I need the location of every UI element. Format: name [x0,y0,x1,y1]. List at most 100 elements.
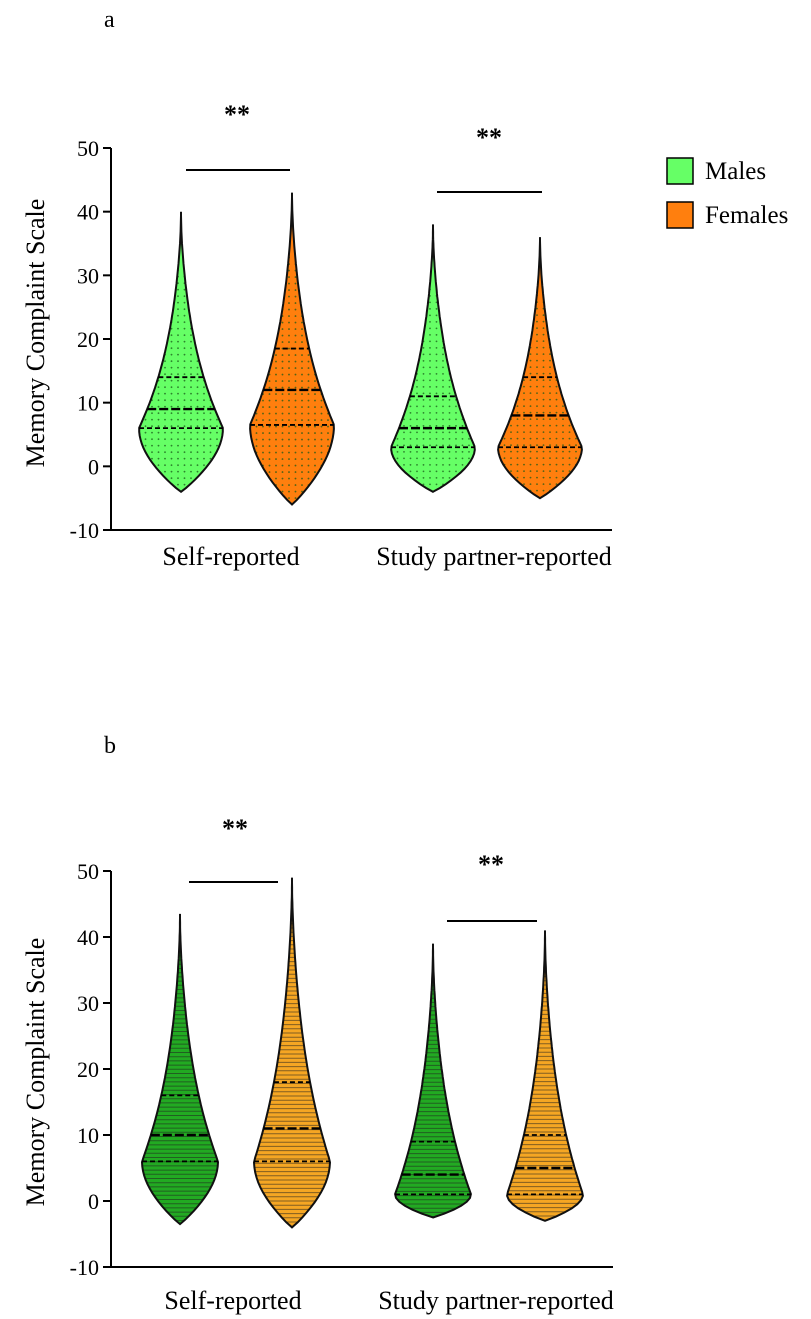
violin-dot [262,406,264,408]
violin-dot [442,347,444,349]
violin-dot [139,340,140,343]
violin-dot [516,366,519,369]
violin-dot [190,405,192,408]
violin-dot [288,477,290,480]
violin-dot [403,288,405,291]
violin-dot [468,308,470,310]
x-category-label: Self-reported [164,1286,301,1315]
violin-dot [510,255,512,258]
violin-dot [555,457,558,460]
violin-dot [307,276,310,278]
violin-dot [203,405,205,408]
violin-dot [250,341,251,343]
violin-dot [250,484,251,486]
violin-dot [262,380,264,382]
violin-dot [403,334,405,336]
violin-dot [157,236,160,239]
violin-dot [442,438,444,440]
violin-dot [301,399,303,402]
legend-swatch-males [666,157,694,185]
violin-dot [396,379,399,382]
violin-dot [164,321,166,324]
violin-dot [327,295,329,298]
violin-dot [529,496,532,499]
violin-dot [301,256,303,259]
violin-dot [549,314,551,317]
violin-dot [396,334,399,336]
violin-dot [562,489,564,492]
violin-dot [250,315,251,317]
violin-dot [542,437,545,440]
violin-dot [301,334,303,337]
violin-dot [536,237,538,239]
violin-females-1 [506,930,584,1222]
violin-dot [568,242,571,245]
violin-dot [262,289,264,291]
violin-dot [250,347,251,350]
violin-dot [139,301,140,304]
violin-dot [294,432,297,434]
violin-dot [275,198,277,200]
violin-dot [320,321,323,324]
violin-dot [523,392,525,395]
violin-dot [250,243,251,246]
violin-dot [268,237,271,239]
violin-dot [183,243,186,246]
violin-dot [288,334,290,337]
violin-dot [498,385,499,388]
violin-dot [396,399,399,401]
violin-dot [151,386,153,389]
violin-dot [461,353,464,356]
violin-dot [281,380,284,382]
violin-dot [510,346,512,349]
violin-dot [144,483,147,486]
legend-label-males: Males [705,158,766,185]
violin-dot [170,477,173,480]
violin-dot [281,464,284,467]
violin-dot [536,470,538,473]
violin-dot [455,243,457,245]
violin-dot [536,483,538,486]
violin-dot [409,340,412,343]
violin-dot [151,249,153,252]
violin-dot [262,250,264,252]
violin-dot [409,464,412,466]
violin-dot [196,243,199,246]
violin-dot [196,308,199,311]
violin-dot [468,444,470,447]
violin-dot [170,347,173,350]
violin-dot [536,366,538,369]
violin-dot [196,431,199,434]
violin-dot [422,230,425,232]
violin-dot [288,224,290,226]
violin-dot [516,385,519,388]
violin-dot [416,275,418,278]
violin-dot [164,373,166,376]
violin-dot [442,418,444,421]
violin-dot [255,282,258,285]
violin-dot [314,269,316,272]
violin-dot [151,457,153,460]
violin-dot [196,418,199,421]
violin-dot [250,497,251,499]
violin-dot [209,483,212,486]
violin-dot [262,192,264,194]
violin-dot [416,308,418,310]
violin-dot [157,490,160,492]
violin-dot [562,483,564,486]
violin-dot [391,353,392,356]
violin-dot [262,425,264,428]
violin-dot [396,425,399,427]
violin-dot [448,405,451,408]
violin-dot [523,379,525,382]
violin-dot [403,243,405,245]
violin-dot [562,249,564,252]
violin-dot [516,237,519,239]
violin-dot [468,490,470,492]
violin-dot [542,483,545,486]
violin-dot [294,425,297,428]
violin-dot [549,431,551,434]
violin-dot [203,295,205,298]
violin-dot [562,424,564,427]
violin-dot [190,457,192,460]
